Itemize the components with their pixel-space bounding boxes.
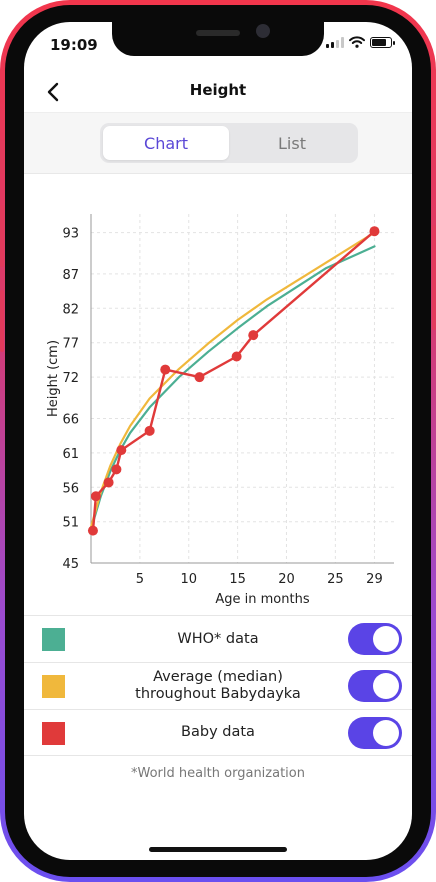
x-tick-label: 20 bbox=[278, 572, 295, 587]
front-camera bbox=[256, 24, 270, 38]
phone-screen: 19:09 Height Chart List 45 51 56 61 66 72 77 82… bbox=[24, 22, 412, 860]
baby-data-point bbox=[111, 464, 122, 475]
footnote: *World health organization bbox=[130, 766, 305, 781]
page-title: Height bbox=[189, 81, 247, 99]
baby-data-point bbox=[369, 226, 380, 237]
status-time: 19:09 bbox=[50, 36, 98, 54]
x-tick-label: 29 bbox=[366, 572, 383, 587]
baby-data-point bbox=[116, 445, 127, 456]
wifi-icon bbox=[349, 36, 365, 48]
legend-row-average: Average (median) throughout Babydayka bbox=[24, 662, 412, 709]
x-tick-label: 5 bbox=[136, 572, 144, 587]
status-icons bbox=[326, 36, 395, 48]
chevron-left-icon[interactable] bbox=[42, 78, 66, 106]
y-tick-label: 72 bbox=[62, 371, 79, 386]
speaker-grille bbox=[196, 30, 240, 36]
y-tick-label: 61 bbox=[62, 447, 79, 462]
baby-data-point bbox=[90, 491, 101, 502]
device-side-button bbox=[0, 290, 4, 352]
baby-data-point bbox=[87, 525, 98, 536]
y-tick-label: 66 bbox=[62, 412, 79, 427]
y-tick-label: 87 bbox=[62, 268, 79, 283]
baby-data-line bbox=[91, 230, 376, 532]
tab-list[interactable]: List bbox=[278, 133, 306, 153]
toggle-baby-data[interactable] bbox=[348, 717, 402, 749]
navigation-bar: Height bbox=[24, 72, 412, 112]
who-swatch bbox=[42, 628, 65, 651]
baby-data-point bbox=[194, 372, 205, 383]
home-indicator[interactable] bbox=[149, 847, 287, 852]
toggle-knob bbox=[373, 673, 399, 699]
legend-label-average: Average (median) throughout Babydayka bbox=[104, 663, 332, 709]
device-side-button bbox=[432, 225, 436, 330]
device-side-button bbox=[0, 205, 4, 267]
x-axis-title: Age in months bbox=[215, 592, 309, 607]
y-axis-title: Height (cm) bbox=[46, 340, 61, 417]
x-tick-label: 25 bbox=[327, 572, 344, 587]
legend-row-who: WHO* data bbox=[24, 615, 412, 662]
height-chart: 45 51 56 61 66 72 77 82 87 93 5 10 15 20 25 29 Age in mo… bbox=[24, 174, 412, 614]
baby-swatch bbox=[42, 722, 65, 745]
who-data-line bbox=[89, 245, 376, 531]
legend-label-average-line2: throughout Babydayka bbox=[135, 686, 301, 702]
battery-icon bbox=[370, 36, 395, 48]
toggle-who-data[interactable] bbox=[348, 623, 402, 655]
legend-label-who: WHO* data bbox=[177, 630, 259, 647]
x-tick-label: 15 bbox=[229, 572, 246, 587]
y-tick-label: 51 bbox=[62, 516, 79, 531]
average-swatch bbox=[42, 675, 65, 698]
chart-grid bbox=[91, 214, 394, 564]
y-tick-label: 93 bbox=[62, 227, 79, 242]
y-tick-label: 82 bbox=[62, 302, 79, 317]
view-switcher-area: Chart List bbox=[24, 112, 412, 174]
toggle-average-data[interactable] bbox=[348, 670, 402, 702]
average-data-line bbox=[89, 231, 376, 529]
toggle-knob bbox=[373, 626, 399, 652]
baby-data-point bbox=[144, 425, 155, 436]
signal-icon bbox=[326, 36, 344, 48]
y-tick-label: 56 bbox=[62, 481, 79, 496]
segmented-control: Chart List bbox=[100, 123, 358, 163]
y-tick-label: 45 bbox=[62, 557, 79, 572]
toggle-knob bbox=[373, 720, 399, 746]
notch bbox=[112, 22, 324, 56]
x-tick-label: 10 bbox=[180, 572, 197, 587]
device-side-button bbox=[0, 140, 4, 174]
legend-label-baby: Baby data bbox=[181, 724, 255, 740]
baby-data-point bbox=[160, 364, 171, 375]
baby-data-point bbox=[248, 330, 259, 341]
baby-data-point bbox=[231, 351, 242, 362]
legend: WHO* data Average (median) throughout Ba… bbox=[24, 615, 412, 756]
baby-data-point bbox=[103, 477, 114, 488]
legend-row-baby: Baby data bbox=[24, 709, 412, 756]
tab-chart[interactable]: Chart bbox=[103, 126, 229, 160]
legend-label-average-line1: Average (median) bbox=[153, 669, 283, 685]
chart-svg: 45 51 56 61 66 72 77 82 87 93 5 10 15 20 25 29 Age in mo… bbox=[46, 214, 394, 607]
y-tick-label: 77 bbox=[62, 337, 79, 352]
